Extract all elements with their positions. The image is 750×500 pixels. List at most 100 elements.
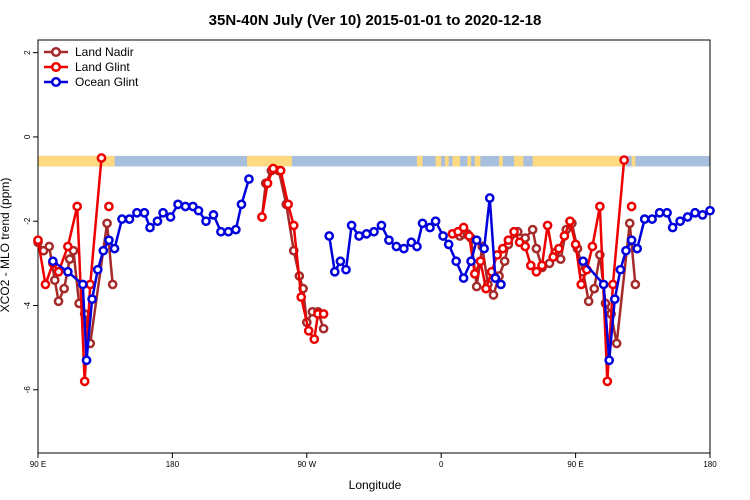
data-point-land-glint — [553, 243, 564, 254]
data-point-ocean-glint — [354, 231, 364, 241]
data-point-ocean-glint — [484, 193, 495, 203]
data-point-land-glint — [96, 153, 107, 163]
data-point-ocean-glint — [223, 226, 234, 237]
data-point-land-glint — [475, 256, 486, 267]
data-point-ocean-glint — [139, 207, 150, 218]
data-point-ocean-glint — [361, 229, 372, 239]
data-point-land-nadir — [59, 283, 69, 294]
data-point-land-glint — [40, 279, 51, 290]
data-point-ocean-glint — [496, 279, 506, 290]
data-point-ocean-glint — [231, 224, 241, 235]
y-axis-label: XCO2 - MLO trend (ppm) — [0, 178, 12, 313]
data-point-ocean-glint — [87, 294, 97, 305]
surface-land — [467, 155, 472, 167]
data-point-land-glint — [531, 266, 542, 277]
data-point-ocean-glint — [451, 256, 461, 267]
data-point-land-nadir — [64, 254, 75, 264]
surface-land — [532, 155, 626, 167]
series-layer — [33, 153, 715, 387]
data-point-ocean-glint — [479, 243, 489, 254]
data-point-land-glint — [309, 334, 320, 345]
x-tick-label: 0 — [439, 460, 444, 469]
data-point-ocean-glint — [341, 264, 351, 275]
data-point-land-glint — [570, 239, 581, 250]
data-point-land-nadir — [499, 256, 510, 267]
data-point-land-glint — [542, 220, 553, 231]
data-point-land-nadir — [583, 296, 594, 307]
series-land-glint — [33, 153, 637, 387]
data-point-ocean-glint — [236, 199, 247, 210]
data-point-ocean-glint — [697, 210, 708, 220]
data-point-land-glint — [576, 279, 587, 290]
x-tick-label: 90 E — [30, 460, 46, 469]
data-point-land-nadir — [531, 243, 542, 254]
data-point-land-glint — [268, 163, 279, 174]
data-point-land-nadir — [102, 218, 112, 229]
data-point-ocean-glint — [98, 245, 109, 256]
data-point-land-nadir — [611, 338, 622, 349]
data-point-land-glint — [626, 201, 637, 212]
data-point-ocean-glint — [208, 210, 219, 220]
data-point-land-glint — [565, 216, 575, 227]
data-point-ocean-glint — [490, 273, 501, 283]
data-point-land-glint — [104, 201, 114, 212]
data-point-ocean-glint — [193, 205, 204, 216]
legend-label-ocean-glint: Ocean Glint — [75, 75, 139, 89]
data-point-ocean-glint — [399, 243, 409, 254]
legend-marker-ocean-glint — [50, 76, 62, 88]
data-point-land-nadir — [589, 283, 600, 294]
data-point-land-glint — [303, 325, 314, 336]
data-point-ocean-glint — [662, 207, 672, 218]
data-point-land-nadir — [44, 241, 55, 252]
surface-ocean — [38, 155, 710, 167]
data-point-ocean-glint — [443, 239, 454, 250]
data-point-ocean-glint — [412, 241, 422, 252]
data-point-ocean-glint — [654, 207, 665, 218]
data-point-ocean-glint — [216, 226, 226, 237]
series-ocean-glint — [48, 174, 715, 366]
data-point-land-glint — [509, 226, 519, 237]
data-point-land-nadir — [53, 296, 64, 307]
data-point-ocean-glint — [152, 216, 163, 227]
surface-land — [631, 155, 636, 167]
data-point-land-glint — [257, 212, 267, 222]
x-tick-label: 90 E — [567, 460, 583, 469]
data-point-ocean-glint — [466, 256, 476, 267]
surface-land — [444, 155, 449, 167]
data-point-ocean-glint — [690, 207, 700, 218]
data-point-land-glint — [481, 283, 491, 294]
data-point-ocean-glint — [81, 355, 92, 366]
data-point-land-glint — [296, 292, 307, 302]
data-point-land-nadir — [49, 275, 60, 286]
data-point-land-glint — [288, 220, 299, 231]
data-point-land-nadir — [107, 279, 118, 290]
data-point-ocean-glint — [682, 212, 693, 222]
data-point-land-nadir — [488, 290, 499, 300]
legend-label-land-glint: Land Glint — [75, 60, 130, 74]
data-point-land-nadir — [527, 224, 538, 235]
data-point-ocean-glint — [124, 214, 135, 224]
data-point-land-glint — [464, 231, 475, 241]
data-point-ocean-glint — [77, 279, 88, 290]
y-tick-label: 0 — [23, 134, 32, 139]
data-point-land-glint — [520, 241, 531, 252]
data-point-ocean-glint — [329, 266, 340, 277]
data-point-ocean-glint — [632, 243, 643, 254]
data-point-ocean-glint — [346, 220, 357, 231]
data-point-ocean-glint — [165, 212, 176, 222]
series-line-ocean-glint — [52, 178, 251, 362]
legend-marker-land-glint — [50, 61, 62, 73]
data-point-land-glint — [469, 269, 480, 279]
data-point-land-nadir — [318, 323, 329, 334]
data-point-land-glint — [53, 266, 64, 277]
data-point-land-glint — [275, 165, 286, 176]
y-tick-label: -2 — [23, 217, 32, 225]
x-axis: 90 E 180 90 W 0 90 E 180 — [30, 453, 717, 469]
data-point-ocean-glint — [391, 241, 402, 252]
series-land-nadir — [33, 165, 641, 349]
surface-land — [435, 155, 442, 167]
data-point-ocean-glint — [598, 279, 609, 290]
y-tick-label: -6 — [23, 386, 32, 394]
